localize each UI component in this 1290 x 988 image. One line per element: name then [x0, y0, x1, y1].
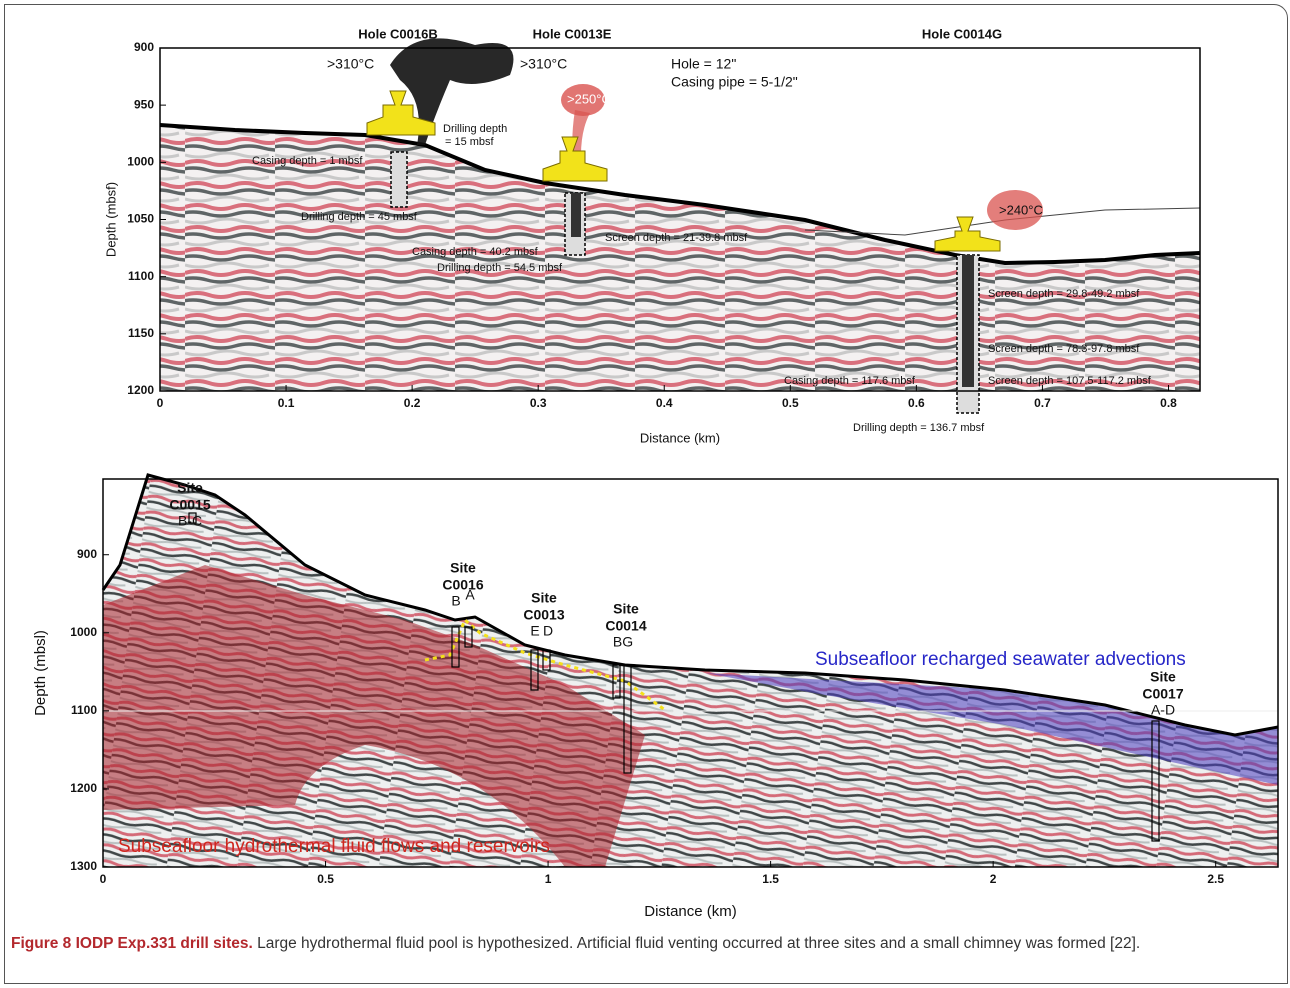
site-id: C0017 — [1142, 686, 1183, 702]
site-label: Site — [613, 601, 639, 617]
annotation: Drilling depth — [443, 123, 507, 135]
y-tick-label: 1100 — [71, 703, 97, 717]
y-tick-label: 900 — [77, 547, 97, 561]
x-tick-label: 0.5 — [317, 872, 334, 886]
annotation: >240°C — [999, 202, 1043, 217]
x-tick-label: 1.5 — [762, 872, 779, 886]
y-tick-label: 1300 — [70, 859, 97, 873]
x-tick-label: 0.8 — [1160, 396, 1177, 410]
x-tick-label: 1 — [545, 872, 552, 886]
y-tick-label: 1200 — [70, 781, 97, 795]
annotation: Screen depth = 21-39.8 mbsf — [605, 232, 748, 244]
site-label: Site — [1150, 669, 1176, 685]
caption-text: Large hydrothermal fluid pool is hypothe… — [257, 935, 1140, 952]
annotation: Screen depth = 78.3-97.8 mbsf — [988, 343, 1140, 355]
x-tick-label: 2.5 — [1207, 872, 1224, 886]
hole-label: A — [465, 587, 475, 603]
x-tick-label: 0.2 — [404, 396, 421, 410]
hole-label: E — [530, 623, 539, 639]
annotation: Drilling depth = 54.5 mbsf — [437, 262, 563, 274]
annotation: >310°C — [327, 56, 374, 72]
annotation: Hole = 12" — [671, 56, 736, 72]
x-tick-label: 0.6 — [908, 396, 925, 410]
x-tick-label: 0.5 — [782, 396, 799, 410]
annotation: Screen depth = 29.8-49.2 mbsf — [988, 288, 1140, 300]
seismic-top — [160, 38, 1200, 413]
hole-label: B-C — [178, 513, 202, 529]
site-label: Site — [450, 560, 476, 576]
site-id: C0016 — [442, 577, 483, 593]
hole-title: Hole C0013E — [533, 26, 612, 41]
annotation: >250°C — [567, 91, 611, 106]
hole-title: Hole C0016B — [358, 26, 437, 41]
annotation: Drilling depth = 45 mbsf — [301, 211, 418, 223]
hole-label: D — [543, 623, 553, 639]
y-axis-label: Depth (mbsf) — [103, 182, 118, 257]
y-tick-label: 900 — [134, 40, 154, 54]
annotation: Subseafloor recharged seawater advection… — [815, 649, 1186, 670]
x-tick-label: 0.4 — [656, 396, 673, 410]
site-label: Site — [177, 480, 203, 496]
y-tick-label: 1050 — [127, 212, 154, 226]
annotation: Casing pipe = 5-1/2" — [671, 74, 798, 90]
x-tick-label: 0.1 — [278, 396, 295, 410]
annotation: Drilling depth = 136.7 mbsf — [853, 422, 985, 434]
x-axis-label: Distance (km) — [644, 903, 737, 920]
y-tick-label: 1150 — [128, 326, 154, 340]
y-tick-label: 950 — [134, 97, 154, 111]
x-tick-label: 2 — [990, 872, 997, 886]
annotation: Casing depth = 1 mbsf — [252, 155, 363, 167]
site-id: C0013 — [523, 607, 564, 623]
hole-label: BG — [613, 634, 633, 650]
figure: 0 0.1 0.2 0.3 0.4 0.5 0.6 0.7 0.8 900 950 1000 1050 1… — [4, 4, 1288, 984]
x-axis-label: Distance (km) — [640, 430, 720, 445]
hole-title: Hole C0014G — [922, 26, 1002, 41]
site-label: Site — [531, 590, 557, 606]
y-tick-label: 1000 — [70, 625, 97, 639]
x-tick-label: 0.3 — [530, 396, 547, 410]
y-tick-label: 1000 — [127, 155, 154, 169]
x-tick-label: 0 — [157, 396, 164, 410]
annotation: = 15 mbsf — [445, 136, 495, 148]
annotation: >310°C — [520, 56, 567, 72]
site-id: C0015 — [169, 497, 210, 513]
y-tick-label: 1200 — [127, 383, 154, 397]
hole-label: B — [451, 593, 460, 609]
annotation: Casing depth = 40.2 mbsf — [412, 246, 539, 258]
hole-label: A-D — [1151, 702, 1175, 718]
caption: Figure 8 IODP Exp.331 drill sites. Large… — [11, 933, 1261, 955]
annotation: Casing depth = 117.6 mbsf — [784, 375, 916, 387]
caption-title: Figure 8 IODP Exp.331 drill sites. — [11, 935, 253, 952]
annotation: Screen depth = 107.5-117.2 mbsf — [988, 375, 1152, 387]
annotation: Subseafloor hydrothermal fluid flows and… — [118, 836, 550, 857]
figure-panels: 0 0.1 0.2 0.3 0.4 0.5 0.6 0.7 0.8 900 950 1000 1050 1… — [5, 5, 1287, 925]
y-axis-label: Depth (mbsl) — [32, 630, 49, 716]
y-tick-label: 1100 — [128, 269, 154, 283]
x-tick-label: 0.7 — [1034, 396, 1051, 410]
site-id: C0014 — [605, 618, 646, 634]
x-tick-label: 0 — [100, 872, 107, 886]
